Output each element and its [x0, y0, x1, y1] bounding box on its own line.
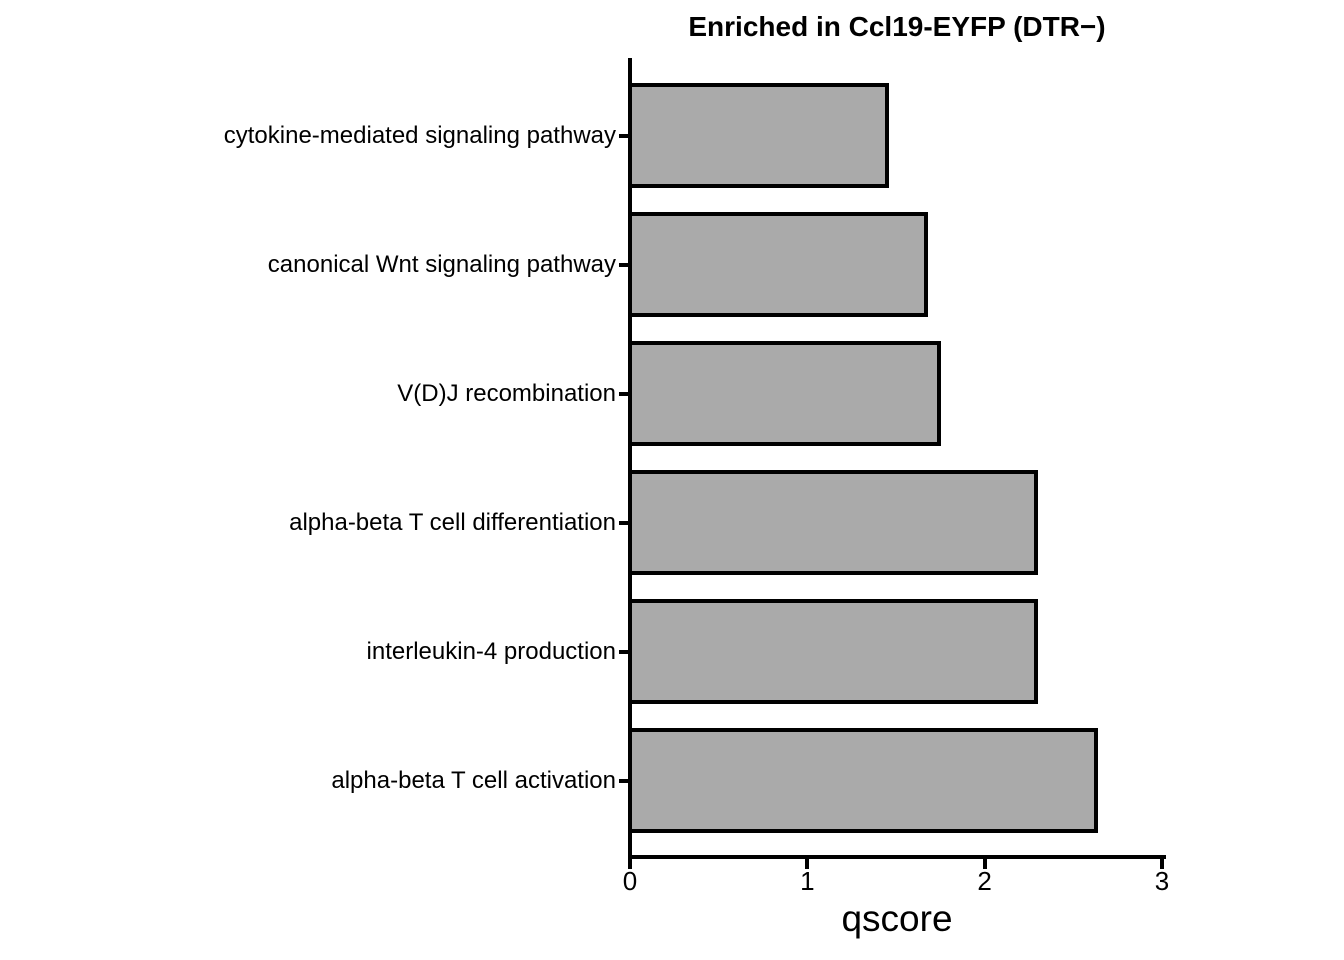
- y-tick-mark: [619, 391, 628, 396]
- x-axis-title: qscore: [841, 898, 953, 939]
- category-label: alpha-beta T cell differentiation: [289, 508, 616, 536]
- bar: [628, 212, 928, 317]
- bar: [628, 599, 1038, 704]
- bar: [628, 728, 1098, 833]
- x-tick-label: 3: [1154, 866, 1170, 896]
- chart-title: Enriched in Ccl19-EYFP (DTR−): [688, 11, 1106, 42]
- category-label: canonical Wnt signaling pathway: [267, 250, 616, 278]
- y-tick-mark: [619, 133, 628, 138]
- x-tick-label: 1: [800, 866, 815, 896]
- y-tick-mark: [619, 778, 628, 783]
- bar: [628, 470, 1038, 575]
- x-tick-mark: [628, 859, 632, 869]
- x-tick-label: 2: [977, 866, 992, 896]
- category-label: V(D)J recombination: [397, 379, 616, 407]
- y-axis-line: [628, 58, 632, 859]
- y-tick-mark: [619, 520, 628, 525]
- x-tick-mark: [805, 859, 810, 869]
- y-tick-mark: [619, 262, 628, 267]
- y-tick-mark: [619, 649, 628, 654]
- x-tick-label: 0: [622, 866, 638, 896]
- bar: [628, 83, 889, 188]
- category-label: alpha-beta T cell activation: [331, 766, 616, 794]
- x-tick-mark: [982, 859, 987, 869]
- category-label: interleukin-4 production: [366, 637, 616, 665]
- category-label: cytokine-mediated signaling pathway: [223, 121, 616, 149]
- x-tick-mark: [1160, 859, 1164, 869]
- bar: [628, 341, 941, 446]
- x-axis-line: [628, 855, 1166, 859]
